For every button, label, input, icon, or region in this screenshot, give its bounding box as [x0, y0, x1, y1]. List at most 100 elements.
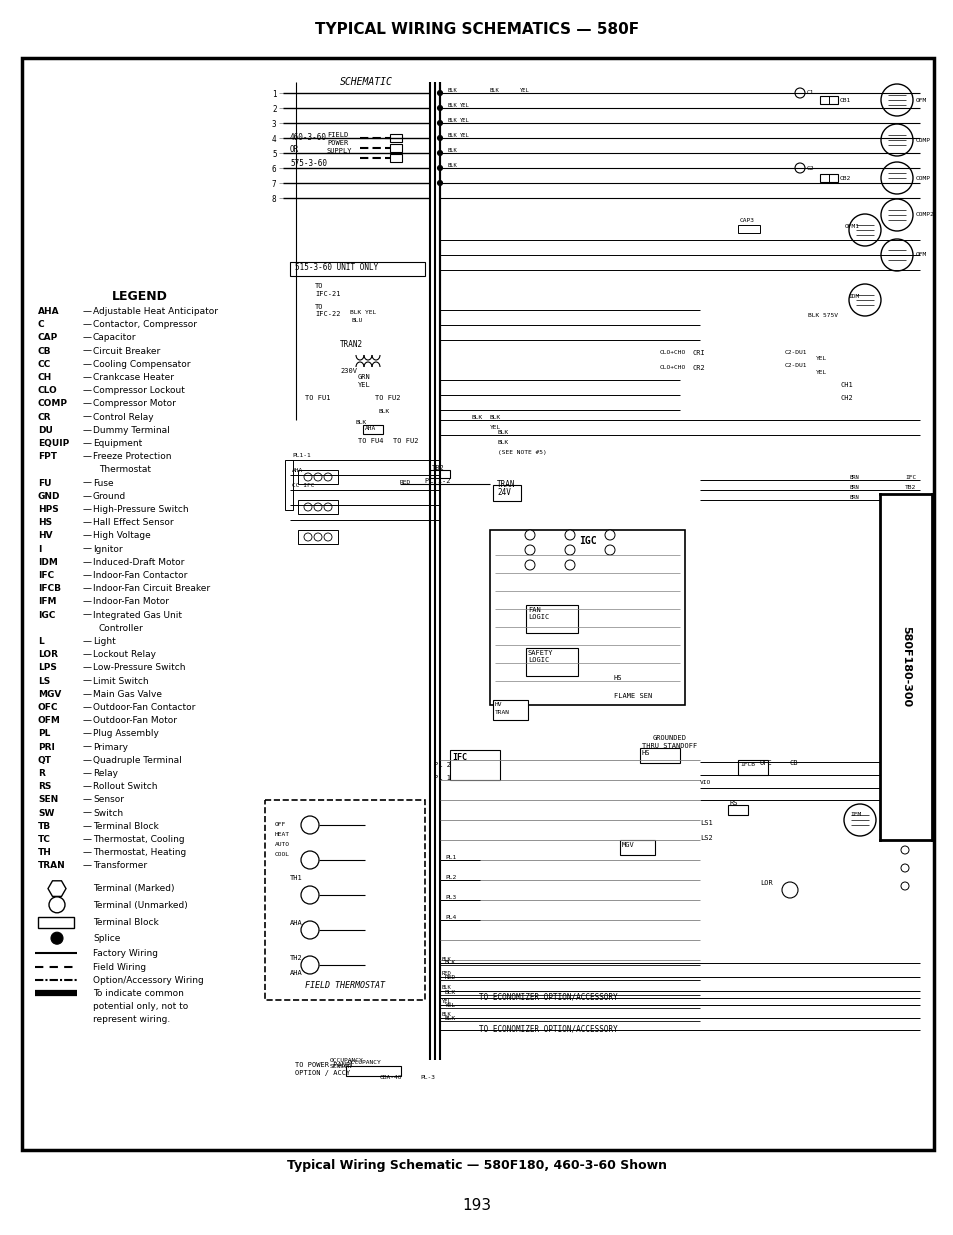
Circle shape: [604, 545, 615, 555]
Text: —: —: [83, 333, 91, 342]
Text: Terminal (Unmarked): Terminal (Unmarked): [92, 900, 188, 910]
Text: 230V: 230V: [339, 368, 356, 374]
Text: Limit Switch: Limit Switch: [92, 677, 149, 685]
Circle shape: [900, 797, 908, 804]
Text: TO FU1: TO FU1: [305, 395, 330, 401]
Bar: [390, 154, 401, 162]
Text: Typical Wiring Schematic — 580F180, 460-3-60 Shown: Typical Wiring Schematic — 580F180, 460-…: [287, 1158, 666, 1172]
Text: Indoor-Fan Circuit Breaker: Indoor-Fan Circuit Breaker: [92, 584, 210, 593]
Text: IGC: IGC: [909, 784, 921, 789]
Text: Relay: Relay: [92, 769, 118, 778]
Bar: [22, 58, 933, 1150]
Text: IFM: IFM: [38, 598, 56, 606]
Text: IGC: IGC: [38, 610, 55, 620]
Text: To indicate common: To indicate common: [92, 989, 184, 998]
Text: MGV: MGV: [38, 690, 61, 699]
Text: PL3: PL3: [444, 895, 456, 900]
Bar: [525, 605, 578, 634]
Circle shape: [524, 530, 535, 540]
Text: Capacitor: Capacitor: [92, 333, 136, 342]
Text: Low-Pressure Switch: Low-Pressure Switch: [92, 663, 185, 672]
Text: Indoor-Fan Motor: Indoor-Fan Motor: [92, 598, 169, 606]
Text: LPS: LPS: [38, 663, 57, 672]
Text: Transformer: Transformer: [92, 861, 147, 871]
Text: Outdoor-Fan Contactor: Outdoor-Fan Contactor: [92, 703, 195, 713]
Text: PRI: PRI: [38, 742, 55, 752]
Text: BLK: BLK: [497, 430, 509, 435]
Text: TB2: TB2: [432, 466, 444, 471]
Text: Integrated Gas Unit: Integrated Gas Unit: [92, 610, 182, 620]
Text: YEL: YEL: [357, 382, 371, 388]
Circle shape: [900, 792, 908, 800]
Text: CC: CC: [38, 359, 51, 369]
Text: YEL: YEL: [519, 88, 529, 93]
Text: Freeze Protection: Freeze Protection: [92, 452, 172, 461]
Text: IFC: IFC: [904, 475, 915, 480]
Text: 4: 4: [272, 135, 276, 144]
Circle shape: [437, 121, 442, 126]
Text: TO: TO: [314, 304, 323, 310]
Text: LOR: LOR: [38, 650, 58, 659]
Bar: [297, 530, 337, 543]
Text: HEAT: HEAT: [274, 832, 290, 837]
Text: SEN: SEN: [38, 795, 58, 804]
Circle shape: [900, 771, 908, 779]
Text: TB2: TB2: [904, 485, 915, 490]
Bar: [493, 485, 520, 501]
Text: represent wiring.: represent wiring.: [92, 1015, 170, 1024]
Text: —: —: [83, 663, 91, 672]
Circle shape: [304, 534, 312, 541]
Text: TO ECONOMIZER OPTION/ACCESSORY: TO ECONOMIZER OPTION/ACCESSORY: [478, 993, 618, 1002]
Text: TRAN: TRAN: [495, 710, 510, 715]
Text: CH: CH: [38, 373, 52, 382]
Circle shape: [900, 882, 908, 890]
Text: —: —: [83, 610, 91, 620]
Text: OFF: OFF: [274, 823, 286, 827]
Text: —: —: [83, 769, 91, 778]
Text: HS: HS: [38, 519, 52, 527]
Bar: [346, 1066, 400, 1076]
Text: HPS: HPS: [38, 505, 59, 514]
Text: potential only, not to: potential only, not to: [92, 1002, 188, 1011]
Text: BLK: BLK: [448, 163, 457, 168]
Text: —: —: [83, 716, 91, 725]
Text: Thermostat: Thermostat: [99, 466, 151, 474]
Circle shape: [880, 84, 912, 116]
Text: IDM: IDM: [847, 294, 859, 299]
Text: Primary: Primary: [92, 742, 128, 752]
Text: IFC-21: IFC-21: [314, 291, 340, 296]
Text: RED: RED: [399, 480, 411, 485]
Text: FLAME SEN: FLAME SEN: [614, 693, 652, 699]
Text: —: —: [83, 519, 91, 527]
Text: BLK: BLK: [444, 990, 456, 995]
Bar: [285, 459, 293, 510]
Text: (SEE NOTE #5): (SEE NOTE #5): [497, 450, 546, 454]
Text: IFC: IFC: [452, 753, 467, 762]
Bar: [738, 225, 760, 233]
Text: PL 1: PL 1: [434, 776, 451, 781]
Text: CB: CB: [789, 760, 798, 766]
Text: Fuse: Fuse: [92, 479, 113, 488]
Text: L: L: [38, 637, 44, 646]
Text: MGV: MGV: [621, 842, 634, 848]
Text: TO POWER PANEL: TO POWER PANEL: [294, 1062, 355, 1068]
Text: Control Relay: Control Relay: [92, 412, 153, 421]
Text: IFC: IFC: [38, 571, 54, 580]
Text: CRI: CRI: [692, 350, 705, 356]
Text: CB1: CB1: [840, 98, 850, 103]
Circle shape: [880, 240, 912, 270]
Text: VIO: VIO: [700, 781, 711, 785]
Text: 2: 2: [272, 105, 276, 114]
Text: C2-DU1: C2-DU1: [784, 350, 806, 354]
Text: RS: RS: [729, 800, 738, 806]
Text: TB: TB: [38, 821, 51, 831]
Text: PL1: PL1: [444, 855, 456, 860]
Circle shape: [848, 214, 880, 246]
Text: —: —: [83, 320, 91, 330]
Text: LS: LS: [38, 677, 51, 685]
Text: HV: HV: [38, 531, 52, 541]
Text: —: —: [83, 703, 91, 713]
Text: CLO+CHO: CLO+CHO: [659, 350, 685, 354]
Text: Switch: Switch: [92, 809, 123, 818]
Circle shape: [900, 846, 908, 853]
